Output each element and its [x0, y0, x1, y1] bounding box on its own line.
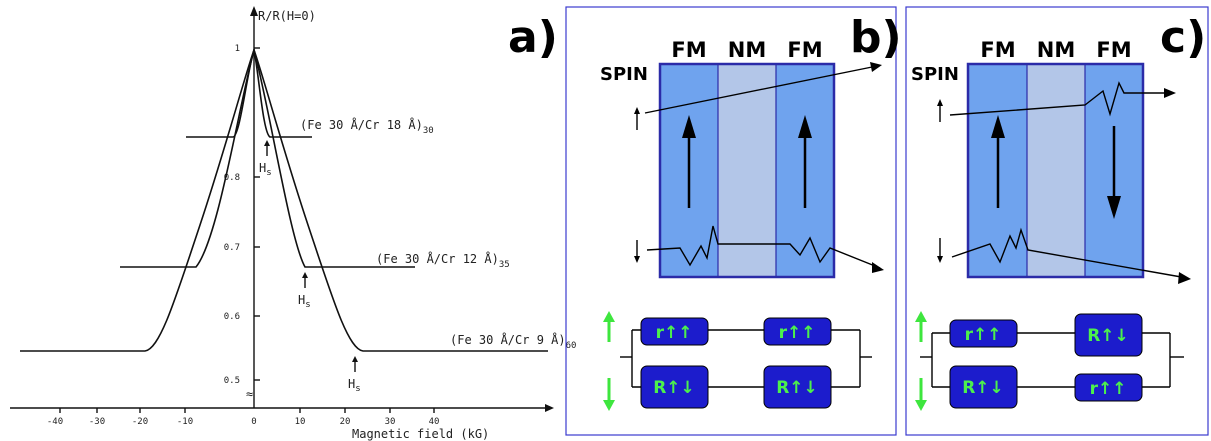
panel-b: FM NM FM SPIN	[565, 6, 902, 436]
magnetization-arrow-up-left	[991, 115, 1005, 208]
magnetization-arrow-up-right	[798, 115, 812, 208]
y-ticks: 1 0.8 0.7 0.6 0.5	[224, 44, 260, 386]
x-tick-label: 30	[385, 417, 396, 427]
spin-label: SPIN	[911, 64, 959, 85]
panel-label-a: a)	[508, 12, 558, 63]
resistor-label: R↑↓	[962, 378, 1004, 398]
y-axis-arrowhead	[250, 6, 258, 16]
resistor-top-left	[949, 319, 1018, 348]
panel-label-c: c)	[1160, 12, 1206, 63]
resistor-label: R↑↓	[1087, 326, 1129, 346]
stack-border	[966, 62, 1145, 279]
y-tick-label: 0.7	[224, 243, 240, 253]
resistor-top-left	[640, 317, 709, 346]
green-arrow-up	[915, 311, 927, 342]
green-arrow-up	[603, 311, 615, 342]
x-tick-label: -30	[89, 417, 105, 427]
svg-text:Hs: Hs	[348, 377, 361, 394]
green-arrow-down	[603, 378, 615, 411]
circuit-b: r↑↑ r↑↑ R↑↓ R↑↓	[603, 311, 872, 411]
layer-label-fm-right: FM	[787, 38, 822, 62]
magnetization-arrow-up-left	[682, 115, 696, 208]
curve-label-cr9: (Fe 30 Å/Cr 9 Å)60	[450, 332, 576, 351]
resistor-bottom-left	[949, 365, 1018, 409]
x-tick-label: 20	[340, 417, 351, 427]
layer-label-fm-left: FM	[980, 38, 1015, 62]
curve-cr9	[20, 47, 548, 352]
y-tick-label: 0.6	[224, 312, 240, 322]
x-tick-label: -20	[132, 417, 148, 427]
spin-label: SPIN	[600, 64, 648, 85]
resistor-bottom-right	[763, 365, 832, 409]
hs-marker-cr9: Hs	[348, 356, 361, 394]
resistor-label: r↑↑	[656, 323, 693, 343]
x-ticks: -40 -30 -20 -10 0 10 20 30 40	[47, 408, 440, 427]
nm-layer	[1027, 64, 1085, 277]
green-arrow-down	[915, 378, 927, 411]
x-tick-label: 40	[429, 417, 440, 427]
hs-marker-cr18: Hs	[259, 140, 272, 178]
panel-c-frame	[905, 6, 1209, 436]
x-tick-label: -40	[47, 417, 63, 427]
curve-label-cr18: (Fe 30 Å/Cr 18 Å)30	[300, 117, 434, 136]
stack-border	[658, 62, 836, 279]
svg-text:Hs: Hs	[259, 161, 272, 178]
resistor-label: r↑↑	[965, 325, 1002, 345]
resistor-label: R↑↓	[653, 378, 695, 398]
resistor-bottom-left	[640, 365, 709, 409]
panel-label-b: b)	[850, 12, 902, 63]
panel-a: 1 0.8 0.7 0.6 0.5 ≈ -40 -30 -20 -10 0 10…	[10, 6, 576, 441]
panel-b-frame	[565, 6, 897, 436]
resistor-label: r↑↑	[779, 323, 816, 343]
layer-label-nm: NM	[728, 38, 766, 62]
curve-label-cr12: (Fe 30 Å/Cr 12 Å)35	[376, 251, 510, 270]
svg-text:Hs: Hs	[298, 293, 311, 310]
layer-label-nm: NM	[1037, 38, 1075, 62]
hs-marker-cr12: Hs	[298, 272, 311, 310]
y-tick-label: 1	[235, 44, 240, 54]
spin-up-path	[937, 81, 1176, 122]
x-axis-arrowhead	[545, 404, 554, 412]
layer-label-fm-left: FM	[671, 38, 706, 62]
magnetization-arrow-down-right	[1107, 126, 1121, 219]
resistor-top-right	[1074, 313, 1143, 357]
resistor-bottom-right	[1074, 373, 1143, 402]
y-tick-label: 0.8	[224, 173, 240, 183]
resistor-label: r↑↑	[1090, 379, 1127, 399]
resistor-top-right	[763, 317, 832, 346]
x-tick-label: -10	[177, 417, 193, 427]
svg-text:(Fe 30 Å/Cr 9 Å)60: (Fe 30 Å/Cr 9 Å)60	[450, 332, 576, 351]
axis-break-symbol: ≈	[246, 387, 253, 401]
circuit-c: r↑↑ R↑↓ R↑↓ r↑↑	[915, 311, 1184, 411]
nm-layer	[718, 64, 776, 277]
y-tick-label: 0.5	[224, 376, 240, 386]
spin-down-path	[634, 225, 884, 273]
curve-cr12	[120, 46, 415, 268]
svg-text:(Fe 30 Å/Cr 12 Å)35: (Fe 30 Å/Cr 12 Å)35	[376, 251, 510, 270]
x-tick-label: 10	[295, 417, 306, 427]
x-tick-label: 0	[251, 417, 256, 427]
svg-text:(Fe 30 Å/Cr 18 Å)30: (Fe 30 Å/Cr 18 Å)30	[300, 117, 434, 136]
panel-c: FM NM FM SPIN	[905, 6, 1209, 436]
x-axis-label: Magnetic field (kG)	[352, 427, 489, 441]
resistor-label: R↑↓	[776, 378, 818, 398]
spin-down-path	[937, 227, 1191, 284]
spin-up-path	[634, 62, 882, 130]
y-axis-label: R/R(H=0)	[258, 9, 316, 23]
layer-label-fm-right: FM	[1096, 38, 1131, 62]
